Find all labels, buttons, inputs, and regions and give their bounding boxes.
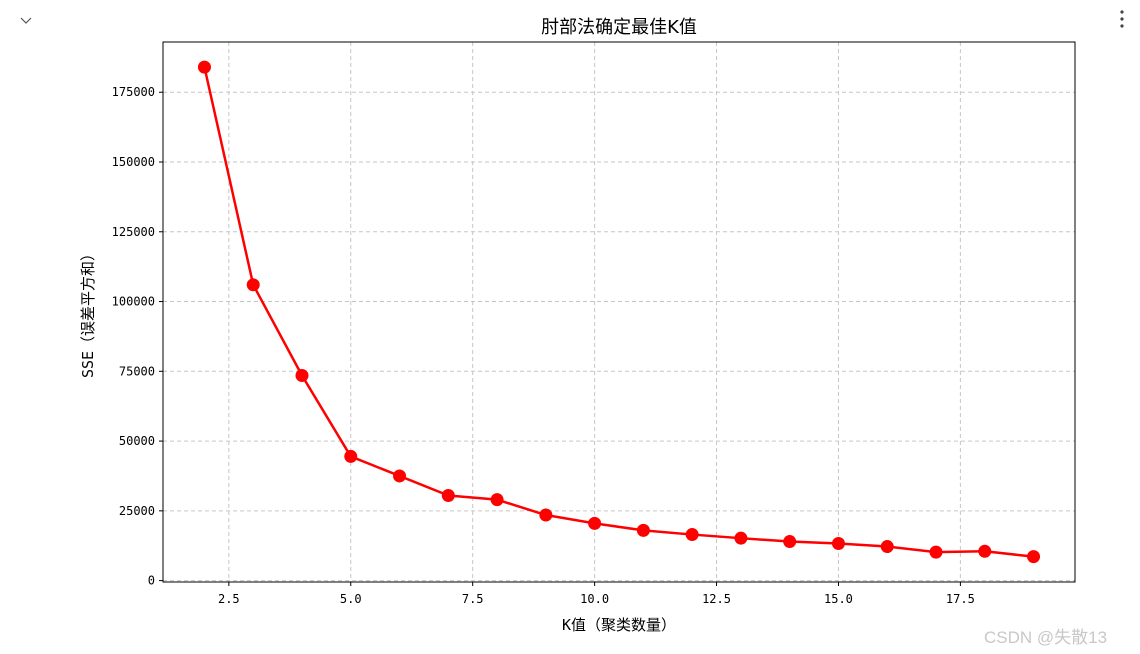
y-tick-label: 150000 — [112, 155, 155, 169]
data-point — [295, 368, 309, 382]
data-point — [978, 544, 992, 558]
x-tick-label: 7.5 — [462, 592, 484, 606]
y-tick-label: 125000 — [112, 225, 155, 239]
data-point — [246, 278, 260, 292]
x-axis-label: K值（聚类数量） — [562, 616, 676, 634]
x-tick-label: 17.5 — [946, 592, 975, 606]
vertical-ellipsis-icon[interactable] — [1116, 8, 1128, 30]
data-point — [734, 531, 748, 545]
y-tick-label: 175000 — [112, 85, 155, 99]
x-tick-label: 12.5 — [702, 592, 731, 606]
chart-title: 肘部法确定最佳K值 — [541, 17, 697, 38]
data-point — [1027, 550, 1041, 564]
y-tick-label: 75000 — [119, 364, 155, 378]
y-tick-label: 100000 — [112, 295, 155, 309]
watermark: CSDN @失散13 — [984, 628, 1108, 647]
data-point — [539, 508, 553, 522]
x-tick-label: 10.0 — [580, 592, 609, 606]
data-point — [880, 540, 894, 554]
data-point — [685, 528, 699, 542]
data-point — [490, 493, 504, 507]
x-tick-label: 2.5 — [218, 592, 240, 606]
data-point — [197, 60, 211, 74]
data-point — [441, 488, 455, 502]
sse-line — [203, 66, 1034, 558]
data-point — [393, 469, 407, 483]
data-point — [929, 545, 943, 559]
y-tick-label: 0 — [148, 574, 155, 588]
y-axis-label: SSE（误差平方和） — [79, 246, 97, 378]
data-point — [344, 449, 358, 463]
plot-frame — [162, 41, 1076, 583]
x-tick-label: 5.0 — [340, 592, 362, 606]
x-tick-label: 15.0 — [824, 592, 853, 606]
y-tick-label: 50000 — [119, 434, 155, 448]
chevron-down-icon[interactable] — [18, 12, 34, 28]
y-tick-label: 25000 — [119, 504, 155, 518]
data-point — [783, 535, 797, 549]
data-point — [588, 516, 602, 530]
data-point — [831, 536, 845, 550]
data-point — [636, 523, 650, 537]
